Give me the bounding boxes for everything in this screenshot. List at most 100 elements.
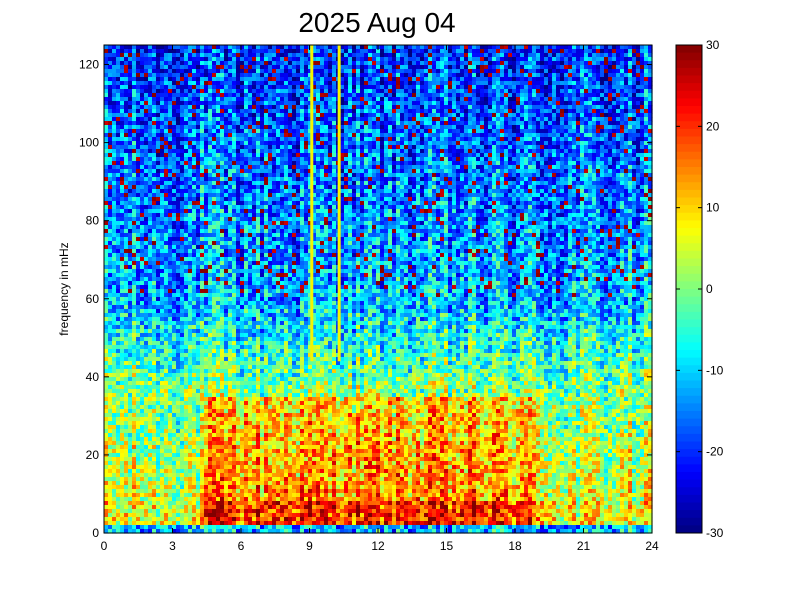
heatmap-cell xyxy=(200,513,205,518)
heatmap-cell xyxy=(148,381,153,386)
heatmap-cell xyxy=(116,165,121,170)
heatmap-cell xyxy=(128,101,133,106)
heatmap-cell xyxy=(124,301,129,306)
heatmap-cell xyxy=(228,401,233,406)
heatmap-cell xyxy=(164,197,169,202)
heatmap-cell xyxy=(188,229,193,234)
heatmap-cell xyxy=(188,481,193,486)
heatmap-cell xyxy=(176,461,181,466)
heatmap-cell xyxy=(260,89,265,94)
heatmap-cell xyxy=(204,129,209,134)
heatmap-cell xyxy=(220,221,225,226)
heatmap-cell xyxy=(192,369,197,374)
heatmap-cell xyxy=(164,221,169,226)
heatmap-cell xyxy=(140,141,145,146)
heatmap-cell xyxy=(224,469,229,474)
heatmap-cell xyxy=(188,373,193,378)
heatmap-cell xyxy=(172,157,177,162)
heatmap-cell xyxy=(244,53,249,58)
heatmap-cell xyxy=(244,241,249,246)
heatmap-cell xyxy=(152,373,157,378)
heatmap-cell xyxy=(236,285,241,290)
heatmap-cell xyxy=(140,337,145,342)
heatmap-cell xyxy=(204,205,209,210)
heatmap-cell xyxy=(136,365,141,370)
heatmap-cell xyxy=(244,309,249,314)
heatmap-cell xyxy=(116,321,121,326)
heatmap-cell xyxy=(116,301,121,306)
heatmap-cell xyxy=(192,249,197,254)
heatmap-cell xyxy=(240,257,245,262)
heatmap-cell xyxy=(172,113,177,118)
heatmap-cell xyxy=(180,189,185,194)
heatmap-cell xyxy=(220,389,225,394)
heatmap-cell xyxy=(120,237,125,242)
heatmap-cell xyxy=(256,281,261,286)
heatmap-cell xyxy=(196,421,201,426)
heatmap-cell xyxy=(196,429,201,434)
heatmap-cell xyxy=(200,441,205,446)
heatmap-cell xyxy=(208,65,213,70)
heatmap-cell xyxy=(212,441,217,446)
heatmap-cell xyxy=(172,129,177,134)
heatmap-cell xyxy=(120,309,125,314)
heatmap-cell xyxy=(204,381,209,386)
heatmap-cell xyxy=(256,257,261,262)
heatmap-cell xyxy=(220,229,225,234)
heatmap-cell xyxy=(116,45,121,50)
heatmap-cell xyxy=(128,413,133,418)
heatmap-cell xyxy=(140,449,145,454)
heatmap-cell xyxy=(124,149,129,154)
heatmap-cell xyxy=(120,297,125,302)
heatmap-cell xyxy=(120,229,125,234)
heatmap-cell xyxy=(176,257,181,262)
heatmap-cell xyxy=(168,325,173,330)
heatmap-cell xyxy=(148,373,153,378)
heatmap-cell xyxy=(224,525,229,530)
heatmap-cell xyxy=(204,493,209,498)
heatmap-cell xyxy=(112,205,117,210)
heatmap-cell xyxy=(196,205,201,210)
heatmap-cell xyxy=(128,141,133,146)
heatmap-cell xyxy=(156,429,161,434)
heatmap-cell xyxy=(260,189,265,194)
heatmap-cell xyxy=(120,509,125,514)
heatmap-cell xyxy=(248,453,253,458)
heatmap-cell xyxy=(204,341,209,346)
heatmap-cell xyxy=(204,389,209,394)
heatmap-cell xyxy=(192,429,197,434)
heatmap-cell xyxy=(240,89,245,94)
heatmap-cell xyxy=(204,197,209,202)
heatmap-cell xyxy=(204,161,209,166)
heatmap-cell xyxy=(132,329,137,334)
heatmap-cell xyxy=(128,277,133,282)
heatmap-cell xyxy=(184,129,189,134)
heatmap-cell xyxy=(184,49,189,54)
heatmap-cell xyxy=(108,97,113,102)
heatmap-cell xyxy=(120,285,125,290)
heatmap-cell xyxy=(216,305,221,310)
heatmap-cell xyxy=(192,465,197,470)
heatmap-cell xyxy=(216,465,221,470)
heatmap-cell xyxy=(132,57,137,62)
heatmap-cell xyxy=(120,393,125,398)
heatmap-cell xyxy=(228,453,233,458)
heatmap-cell xyxy=(236,289,241,294)
heatmap-cell xyxy=(248,485,253,490)
heatmap-cell xyxy=(152,321,157,326)
heatmap-cell xyxy=(236,329,241,334)
heatmap-cell xyxy=(236,453,241,458)
heatmap-cell xyxy=(108,493,113,498)
heatmap-cell xyxy=(248,413,253,418)
heatmap-cell xyxy=(224,173,229,178)
heatmap-cell xyxy=(196,477,201,482)
heatmap-cell xyxy=(216,497,221,502)
heatmap-cell xyxy=(244,401,249,406)
heatmap-cell xyxy=(136,473,141,478)
heatmap-cell xyxy=(196,313,201,318)
heatmap-cell xyxy=(160,417,165,422)
heatmap-cell xyxy=(120,425,125,430)
heatmap-cell xyxy=(232,173,237,178)
heatmap-cell xyxy=(132,297,137,302)
heatmap-cell xyxy=(168,469,173,474)
